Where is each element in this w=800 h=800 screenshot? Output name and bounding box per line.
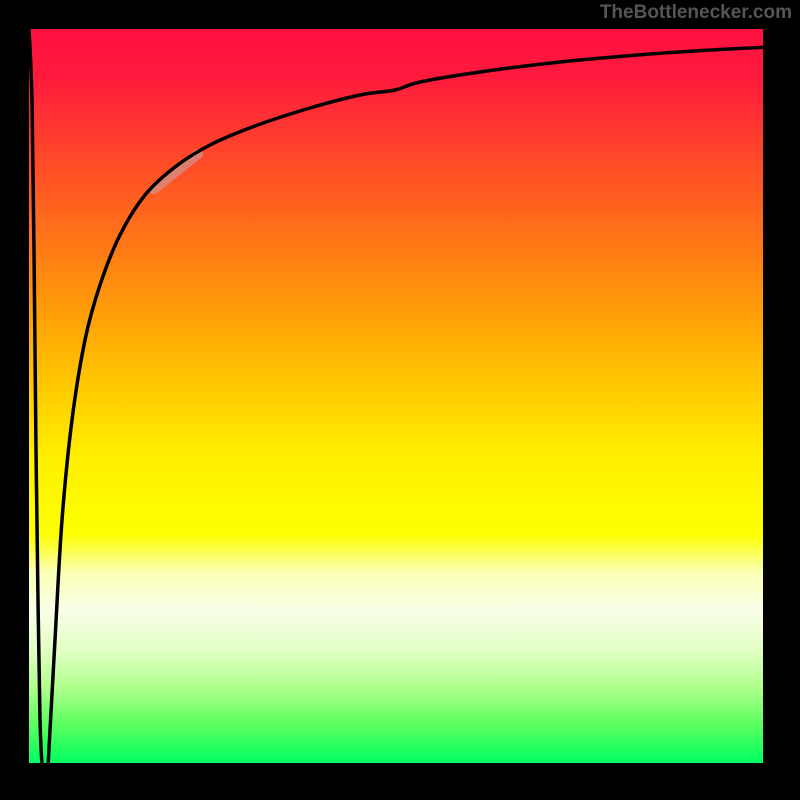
main-curve	[29, 29, 792, 783]
plot-area	[29, 29, 792, 792]
chart-container: TheBottlenecker.com	[0, 0, 800, 800]
curve-layer	[29, 29, 792, 792]
highlight-segment	[154, 154, 198, 189]
watermark-text: TheBottlenecker.com	[600, 2, 792, 24]
